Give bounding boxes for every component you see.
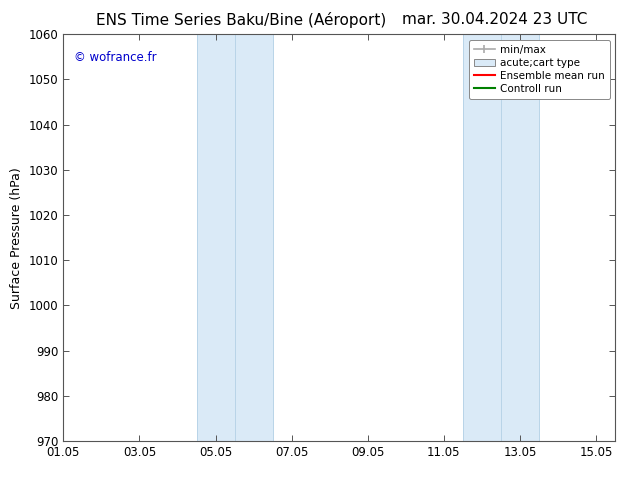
Bar (501, 34, 539, 441)
Text: ENS Time Series Baku/Bine (Aéroport): ENS Time Series Baku/Bine (Aéroport) (96, 12, 386, 28)
Text: © wofrance.fr: © wofrance.fr (74, 50, 157, 64)
Bar (463, 34, 501, 441)
Bar (197, 34, 235, 441)
Bar (235, 34, 273, 441)
Text: mar. 30.04.2024 23 UTC: mar. 30.04.2024 23 UTC (402, 12, 587, 27)
Y-axis label: Surface Pressure (hPa): Surface Pressure (hPa) (10, 167, 23, 309)
Legend: min/max, acute;cart type, Ensemble mean run, Controll run: min/max, acute;cart type, Ensemble mean … (469, 40, 610, 99)
